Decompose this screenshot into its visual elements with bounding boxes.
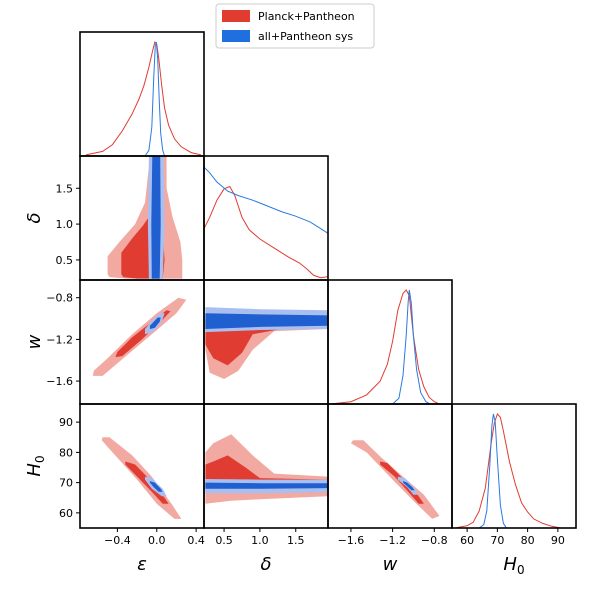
contour-all-68 bbox=[205, 482, 328, 489]
y-tick-label: 80 bbox=[59, 446, 73, 459]
marginal-curve-all bbox=[392, 289, 431, 404]
legend-frame bbox=[215, 3, 375, 49]
contour-panel-eps-H0 bbox=[101, 437, 182, 519]
contour-all-68 bbox=[149, 481, 163, 492]
x-axis-label: δ bbox=[260, 554, 271, 575]
legend: Planck+Pantheon all+Pantheon sys bbox=[215, 3, 375, 49]
legend-label-planck: Planck+Pantheon bbox=[258, 10, 355, 23]
tick-layer: −0.4 0.0 0.4 0.5 1.0 1.5 −1.6 −1.2 −0.8 60 70 80 90 0… bbox=[46, 182, 565, 547]
x-tick-label: 90 bbox=[551, 534, 565, 547]
panel-frame bbox=[327, 279, 453, 405]
x-tick-label: 70 bbox=[490, 534, 504, 547]
marginal-curve-all bbox=[204, 166, 328, 234]
legend-swatch-planck bbox=[222, 10, 250, 22]
marginal-panel-eps bbox=[85, 40, 202, 156]
panel-frame bbox=[79, 31, 205, 157]
panel-frame-layer bbox=[79, 31, 577, 529]
x-axis-label: ε bbox=[137, 554, 147, 575]
y-tick-label: −1.2 bbox=[46, 333, 73, 346]
x-tick-label: 1.5 bbox=[287, 534, 305, 547]
panel-frame bbox=[203, 155, 329, 281]
contour-panel-w-H0 bbox=[350, 440, 440, 519]
contour-panel-delta-w bbox=[205, 307, 328, 379]
contour-all-68 bbox=[403, 481, 415, 491]
contour-panel-delta-H0 bbox=[205, 434, 328, 504]
contour-all-68 bbox=[151, 156, 161, 279]
marginal-curve-planck bbox=[204, 185, 328, 279]
legend-label-all: all+Pantheon sys bbox=[258, 30, 353, 43]
x-tick-label: −1.6 bbox=[338, 534, 365, 547]
y-axis-label: H0 bbox=[24, 455, 47, 476]
contour-planck-95 bbox=[350, 440, 440, 519]
y-tick-label: −0.8 bbox=[46, 292, 73, 305]
y-tick-label: 70 bbox=[59, 477, 73, 490]
contour-panel-eps-delta bbox=[107, 156, 183, 279]
marginal-panel-H0 bbox=[454, 413, 561, 528]
contour-layer bbox=[92, 156, 440, 519]
marginal-panel-w bbox=[330, 289, 440, 404]
x-tick-label: 0.5 bbox=[215, 534, 233, 547]
legend-swatch-all bbox=[222, 30, 250, 42]
marginal-curve-planck bbox=[454, 413, 561, 528]
y-tick-label: 90 bbox=[59, 416, 73, 429]
y-tick-label: 60 bbox=[59, 507, 73, 520]
contour-planck-68 bbox=[205, 320, 282, 366]
y-tick-label: 0.5 bbox=[56, 254, 74, 267]
x-tick-label: 60 bbox=[460, 534, 474, 547]
marginal-curve-planck bbox=[330, 289, 440, 404]
marginal-curve-all bbox=[144, 41, 166, 156]
axis-label-layer: ε δ w H0 δ w H0 bbox=[24, 212, 525, 577]
y-axis-label: δ bbox=[24, 212, 45, 223]
marginal-panel-delta bbox=[204, 166, 328, 279]
y-tick-label: 1.0 bbox=[56, 218, 74, 231]
contour-all-68 bbox=[205, 313, 328, 329]
y-tick-label: −1.6 bbox=[46, 375, 73, 388]
marginal-curve-planck bbox=[85, 40, 202, 156]
x-tick-label: 0.0 bbox=[148, 534, 166, 547]
x-tick-label: −1.2 bbox=[379, 534, 406, 547]
x-axis-label: w bbox=[383, 554, 398, 575]
y-axis-label: w bbox=[24, 334, 45, 349]
contour-panel-eps-w bbox=[92, 297, 187, 376]
contour-all-68 bbox=[149, 317, 161, 329]
panel-frame bbox=[451, 403, 577, 529]
y-tick-label: 1.5 bbox=[56, 182, 74, 195]
x-tick-label: 1.0 bbox=[251, 534, 269, 547]
marginal-layer bbox=[85, 40, 561, 528]
x-axis-label: H0 bbox=[503, 554, 524, 577]
x-tick-label: −0.8 bbox=[421, 534, 448, 547]
marginal-curve-all bbox=[478, 413, 507, 528]
contour-planck-68 bbox=[125, 461, 169, 504]
x-tick-label: 80 bbox=[521, 534, 535, 547]
x-tick-label: −0.4 bbox=[104, 534, 131, 547]
x-tick-label: 0.4 bbox=[187, 534, 205, 547]
